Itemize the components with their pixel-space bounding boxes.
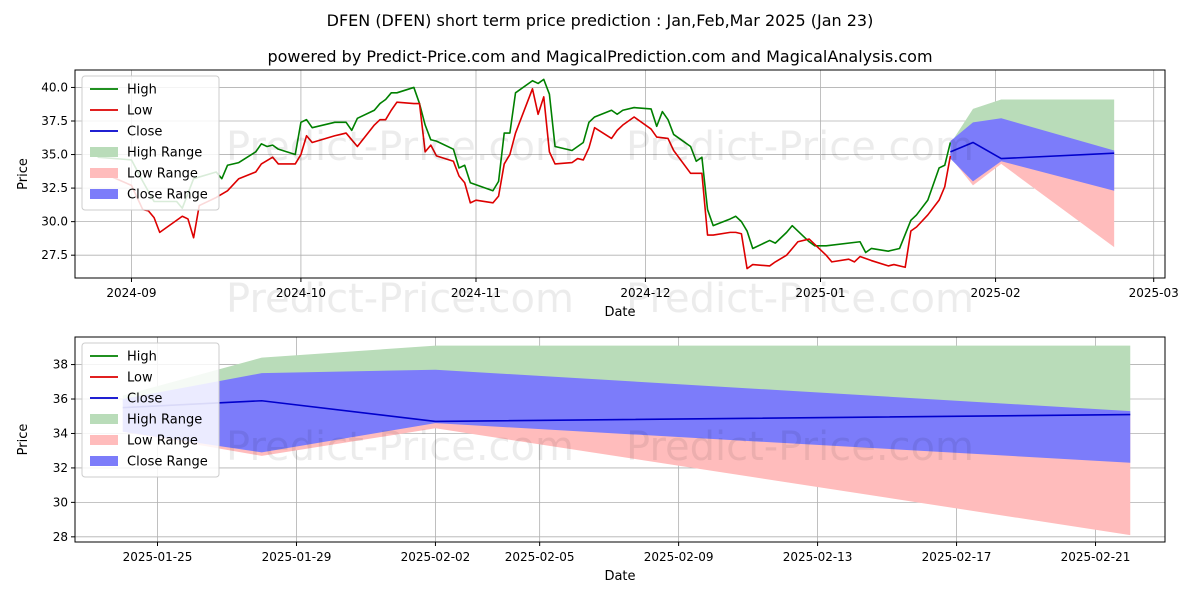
legend-label: Low Range bbox=[127, 434, 198, 449]
y-axis-label: Price bbox=[16, 158, 31, 190]
x-tick-label: 2025-02 bbox=[970, 286, 1020, 300]
legend-label: High Range bbox=[127, 413, 202, 428]
axes-frame bbox=[74, 336, 1166, 543]
chart-subtitle: powered by Predict-Price.com and Magical… bbox=[267, 47, 932, 66]
watermark-text: Predict-Price.com bbox=[626, 124, 974, 170]
y-tick-label: 30.0 bbox=[41, 215, 68, 229]
close-range-band bbox=[122, 369, 1131, 463]
x-tick-label: 2024-12 bbox=[620, 286, 670, 300]
y-tick-label: 28 bbox=[53, 530, 68, 544]
x-tick-label: 2024-11 bbox=[451, 286, 501, 300]
legend-label: Close bbox=[127, 392, 162, 407]
upper-axes: 2024-09 2024-10 2024-11 2024-12 2025-01 2025-… bbox=[16, 69, 1179, 320]
x-tick-label: 2025-03 bbox=[1129, 286, 1179, 300]
watermark-text: Predict-Price.com bbox=[226, 276, 574, 322]
axes-frame bbox=[74, 69, 1166, 279]
watermark-text: Predict-Price.com bbox=[626, 276, 974, 322]
x-tick-label: 2025-02-02 bbox=[401, 550, 471, 564]
legend-label: Close bbox=[127, 125, 162, 140]
x-axis-label: Date bbox=[604, 305, 635, 320]
legend-swatch bbox=[90, 456, 118, 466]
close-line bbox=[950, 141, 1115, 160]
watermark-text: Predict-Price.com bbox=[626, 424, 974, 470]
y-tick-label: 32.5 bbox=[41, 181, 68, 195]
legend-label: Close Range bbox=[127, 188, 208, 203]
legend-swatch bbox=[90, 168, 118, 178]
legend: High Low Close High Range Low Range Close Ran… bbox=[81, 342, 220, 478]
y-tick-label: 35.0 bbox=[41, 148, 68, 162]
legend-label: Low bbox=[127, 104, 153, 119]
x-tick-label: 2025-01 bbox=[795, 286, 845, 300]
y-tick-label: 34 bbox=[53, 426, 68, 440]
y-tick-label: 37.5 bbox=[41, 114, 68, 128]
x-tick-label: 2025-01-25 bbox=[123, 550, 193, 564]
legend-swatch bbox=[90, 435, 118, 445]
x-tick-label: 2025-01-29 bbox=[262, 550, 332, 564]
watermark-text: Predict-Price.com bbox=[226, 424, 574, 470]
low-line bbox=[97, 87, 952, 270]
close-range-band bbox=[950, 118, 1115, 191]
y-axis-label: Price bbox=[16, 424, 31, 456]
x-tick-label: 2025-02-17 bbox=[922, 550, 992, 564]
x-axis-label: Date bbox=[604, 569, 635, 584]
y-tick-label: 32 bbox=[53, 461, 68, 475]
legend-label: Low Range bbox=[127, 167, 198, 182]
watermark-text: Predict-Price.com bbox=[226, 124, 574, 170]
x-tick-label: 2025-02-05 bbox=[505, 550, 575, 564]
legend-swatch bbox=[90, 189, 118, 199]
x-tick-label: 2024-09 bbox=[106, 286, 156, 300]
x-tick-label: 2025-02-21 bbox=[1061, 550, 1131, 564]
lower-axes: 2025-01-25 2025-01-29 2025-02-02 2025-02-05… bbox=[16, 336, 1166, 584]
legend: High Low Close High Range Low Range Close Ran… bbox=[81, 75, 220, 211]
x-tick-label: 2025-02-09 bbox=[644, 550, 714, 564]
x-tick-label: 2025-02-13 bbox=[783, 550, 853, 564]
legend-label: Close Range bbox=[127, 455, 208, 470]
legend-label: High bbox=[127, 350, 157, 365]
legend-label: Low bbox=[127, 371, 153, 386]
high-line bbox=[97, 78, 952, 254]
y-tick-label: 36 bbox=[53, 392, 68, 406]
y-tick-label: 30 bbox=[53, 495, 68, 509]
y-tick-label: 40.0 bbox=[41, 80, 68, 94]
legend-label: High bbox=[127, 83, 157, 98]
y-tick-label: 27.5 bbox=[41, 248, 68, 262]
legend-label: High Range bbox=[127, 146, 202, 161]
y-tick-label: 38 bbox=[53, 358, 68, 372]
legend-swatch bbox=[90, 414, 118, 424]
x-tick-label: 2024-10 bbox=[276, 286, 326, 300]
chart-title: DFEN (DFEN) short term price prediction … bbox=[327, 11, 874, 30]
legend-swatch bbox=[90, 147, 118, 157]
